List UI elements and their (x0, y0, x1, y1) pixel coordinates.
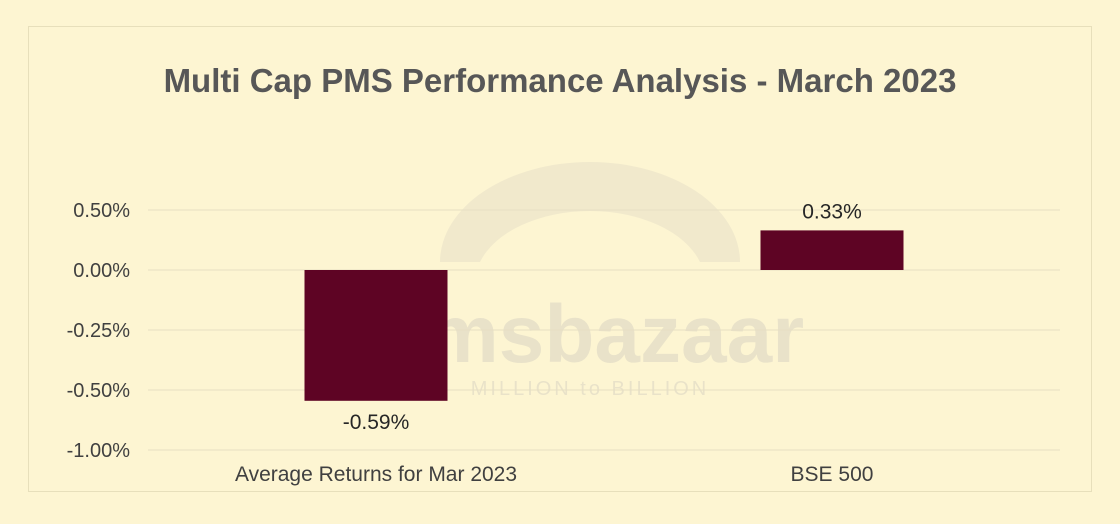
y-tick-label: -0.50% (67, 380, 131, 402)
chart-title: Multi Cap PMS Performance Analysis - Mar… (163, 62, 957, 99)
watermark-arc-icon (440, 162, 740, 262)
data-label: -0.59% (343, 411, 410, 434)
data-label: 0.33% (802, 200, 862, 223)
gridlines (148, 209, 1060, 451)
y-tick-label: -0.25% (67, 320, 131, 342)
category-label: Average Returns for Mar 2023 (235, 463, 517, 486)
y-axis-ticks: 0.50% 0.00% -0.25% -0.50% -1.00% (67, 200, 131, 462)
category-labels: Average Returns for Mar 2023 BSE 500 (235, 463, 874, 486)
bars (304, 230, 904, 401)
data-labels: -0.59% 0.33% (343, 200, 862, 433)
bar (304, 270, 448, 401)
y-tick-label: 0.00% (73, 260, 130, 282)
y-tick-label: 0.50% (73, 200, 130, 222)
watermark-brand: msbazaar (426, 289, 804, 380)
category-label: BSE 500 (791, 463, 874, 486)
y-tick-label: -1.00% (67, 440, 131, 462)
chart-frame (28, 26, 1092, 492)
bar (760, 230, 904, 270)
watermark: msbazaar MILLION to BILLION (426, 162, 804, 400)
watermark-tagline: MILLION to BILLION (471, 378, 710, 400)
